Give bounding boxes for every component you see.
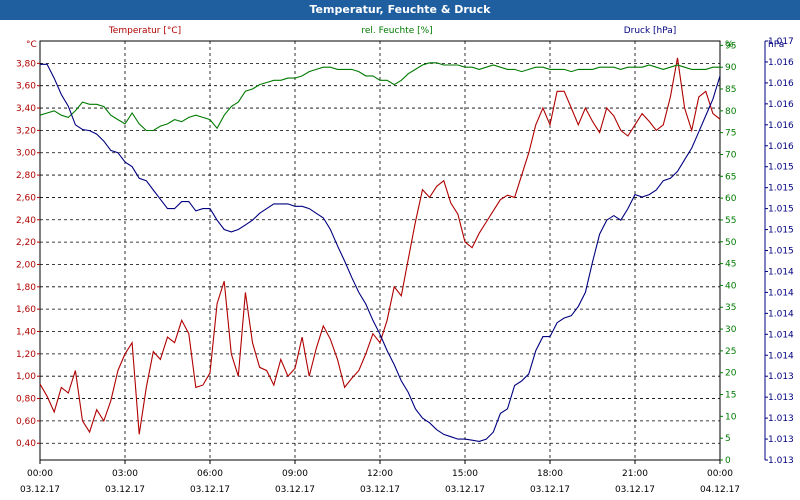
right-tick-label: 1.015 — [768, 247, 794, 257]
right-tick-label: 1.014 — [768, 288, 794, 298]
left-tick-label: 0,40 — [16, 439, 36, 449]
right-tick-label: 1.016 — [768, 100, 794, 110]
left-tick-label: 1,80 — [16, 283, 36, 293]
mid-tick-label: 95 — [725, 41, 736, 51]
left-tick-label: 1,40 — [16, 328, 36, 338]
x-tick-date: 03.12.17 — [530, 485, 570, 495]
left-tick-label: 1,00 — [16, 372, 36, 382]
right-tick-label: 1.016 — [768, 58, 794, 68]
x-tick-date: 03.12.17 — [105, 485, 145, 495]
series-line — [40, 63, 721, 442]
x-tick-time: 18:00 — [537, 469, 563, 479]
series-line — [39, 57, 721, 435]
left-tick-label: 3,80 — [16, 59, 36, 69]
left-tick-label: 3,20 — [16, 126, 36, 136]
mid-tick-label: 25 — [725, 347, 736, 357]
right-tick-label: 1.017 — [768, 37, 794, 47]
left-tick-label: 0,80 — [16, 395, 36, 405]
right-tick-label: 1.013 — [768, 414, 794, 424]
x-tick-date: 03.12.17 — [275, 485, 315, 495]
left-tick-label: 1,20 — [16, 350, 36, 360]
x-tick-date: 04.12.17 — [700, 485, 740, 495]
left-axis-unit: °C — [26, 40, 37, 50]
right-tick-label: 1.013 — [768, 372, 794, 382]
mid-tick-label: 50 — [725, 238, 737, 248]
left-tick-label: 2,40 — [16, 216, 36, 226]
right-tick-label: 1.014 — [768, 309, 794, 319]
right-tick-label: 1.014 — [768, 351, 794, 361]
right-tick-label: 1.013 — [768, 393, 794, 403]
mid-tick-label: 55 — [725, 216, 736, 226]
x-tick-date: 03.12.17 — [615, 485, 655, 495]
mid-tick-label: 35 — [725, 303, 736, 313]
right-tick-label: 1.015 — [768, 163, 794, 173]
x-tick-time: 03:00 — [112, 469, 138, 479]
x-tick-time: 12:00 — [367, 469, 393, 479]
right-tick-label: 1.015 — [768, 205, 794, 215]
left-tick-label: 3,60 — [16, 82, 36, 92]
right-tick-label: 1.016 — [768, 121, 794, 131]
left-tick-label: 2,00 — [16, 260, 36, 270]
left-tick-label: 3,00 — [16, 149, 36, 159]
x-tick-date: 03.12.17 — [20, 485, 60, 495]
right-tick-label: 1.015 — [768, 184, 794, 194]
left-tick-label: 2,80 — [16, 171, 36, 181]
legend-entry: rel. Feuchte [%] — [361, 26, 432, 36]
x-tick-date: 03.12.17 — [360, 485, 400, 495]
mid-tick-label: 0 — [725, 456, 731, 466]
right-tick-label: 1.013 — [768, 435, 794, 445]
legend-entry: Druck [hPa] — [624, 26, 677, 36]
mid-tick-label: 40 — [725, 281, 737, 291]
mid-tick-label: 15 — [725, 391, 736, 401]
x-tick-time: 06:00 — [197, 469, 223, 479]
mid-tick-label: 70 — [725, 150, 737, 160]
x-tick-time: 00:00 — [27, 469, 53, 479]
left-tick-label: 3,40 — [16, 104, 36, 114]
x-tick-date: 03.12.17 — [445, 485, 485, 495]
right-tick-label: 1.013 — [768, 456, 794, 466]
mid-tick-label: 80 — [725, 107, 737, 117]
x-tick-time: 09:00 — [282, 469, 308, 479]
right-tick-label: 1.016 — [768, 142, 794, 152]
mid-tick-label: 20 — [725, 369, 737, 379]
mid-tick-label: 85 — [725, 85, 736, 95]
series-line — [39, 62, 720, 132]
mid-axis-unit: % — [725, 40, 734, 50]
right-tick-label: 1.015 — [768, 226, 794, 236]
right-tick-label: 1.014 — [768, 330, 794, 340]
left-tick-label: 1,60 — [16, 305, 36, 315]
mid-tick-label: 45 — [725, 260, 736, 270]
left-tick-label: 0,60 — [16, 417, 36, 427]
right-tick-label: 1.016 — [768, 79, 794, 89]
right-axis-unit: hPa — [768, 40, 784, 50]
mid-tick-label: 60 — [725, 194, 737, 204]
mid-tick-label: 65 — [725, 172, 736, 182]
window-title: Temperatur, Feuchte & Druck — [0, 0, 800, 20]
mid-tick-label: 90 — [725, 63, 737, 73]
right-tick-label: 1.014 — [768, 267, 794, 277]
chart: 0,40 0,60 0,80 1,00 1,20 1,40 1,60 1,80 2,00 2,20… — [16, 26, 794, 495]
x-tick-time: 00:00 — [707, 469, 733, 479]
mid-tick-label: 5 — [725, 434, 731, 444]
mid-tick-label: 75 — [725, 129, 736, 139]
x-tick-time: 15:00 — [452, 469, 478, 479]
mid-tick-label: 10 — [725, 412, 737, 422]
legend-entry: Temperatur [°C] — [108, 26, 181, 36]
left-tick-label: 2,20 — [16, 238, 36, 248]
mid-tick-label: 30 — [725, 325, 737, 335]
x-tick-time: 21:00 — [622, 469, 648, 479]
left-tick-label: 2,60 — [16, 193, 36, 203]
x-tick-date: 03.12.17 — [190, 485, 230, 495]
